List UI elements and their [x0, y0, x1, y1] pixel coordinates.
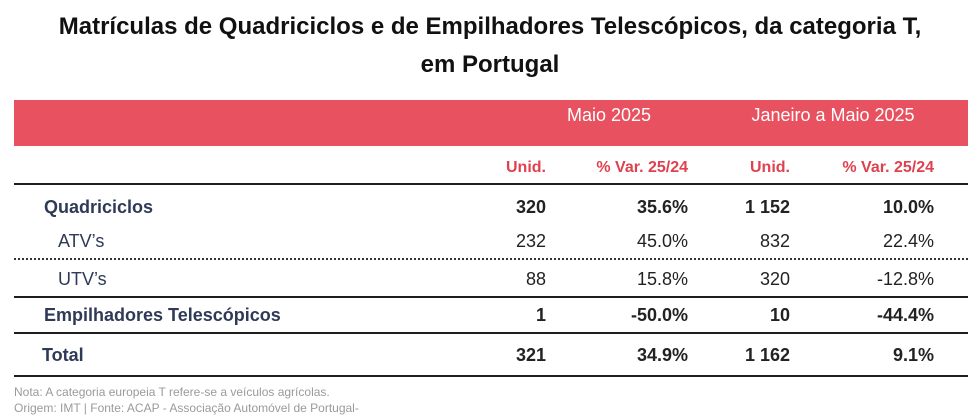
table-row-quadriciclos: Quadriciclos 320 35.6% 1 152 10.0%: [14, 190, 968, 224]
cell-unid-jan-maio: 320: [759, 269, 790, 289]
row-label: UTV’s: [58, 269, 107, 289]
cell-var-jan-maio: -12.8%: [876, 269, 934, 289]
footnote-origem: Origem: IMT | Fonte: ACAP - Associação A…: [14, 401, 359, 415]
cell-unid-jan-maio: 10: [769, 305, 790, 325]
cell-var-jan-maio: 9.1%: [892, 345, 934, 365]
table-bottom-rule: [14, 375, 968, 377]
row-divider: [14, 296, 968, 298]
header-group-jan-maio: Janeiro a Maio 2025: [751, 105, 915, 125]
total-divider: [14, 332, 968, 334]
header-divider: [14, 183, 968, 185]
cell-var-maio: 34.9%: [636, 345, 688, 365]
page-title: Matrículas de Quadriciclos e de Empilhad…: [0, 8, 980, 84]
subheader-unid-maio: Unid.: [506, 159, 546, 176]
cell-unid-jan-maio: 1 162: [744, 345, 790, 365]
cell-var-maio: 35.6%: [636, 197, 688, 217]
title-line-2: em Portugal: [420, 51, 560, 78]
cell-unid-maio: 1: [535, 305, 546, 325]
cell-var-jan-maio: -44.4%: [876, 305, 934, 325]
row-label: Quadriciclos: [44, 197, 154, 217]
subheader-var-jan-maio: % Var. 25/24: [842, 159, 934, 176]
cell-var-maio: 45.0%: [636, 231, 688, 251]
row-label: Empilhadores Telescópicos: [44, 305, 281, 325]
table-row-total: Total 321 34.9% 1 162 9.1%: [14, 338, 968, 372]
row-label: ATV’s: [58, 231, 105, 251]
cell-var-jan-maio: 22.4%: [882, 231, 934, 251]
cell-unid-maio: 232: [515, 231, 546, 251]
cell-var-jan-maio: 10.0%: [882, 197, 934, 217]
cell-unid-jan-maio: 1 152: [744, 197, 790, 217]
table-header-band: Maio 2025 Janeiro a Maio 2025: [14, 100, 968, 146]
row-divider-dotted: [14, 258, 968, 260]
cell-unid-jan-maio: 832: [759, 231, 790, 251]
cell-unid-maio: 320: [515, 197, 546, 217]
table-row-atv: ATV’s 232 45.0% 832 22.4%: [14, 224, 968, 258]
subheader-unid-jan-maio: Unid.: [750, 159, 790, 176]
cell-var-maio: 15.8%: [636, 269, 688, 289]
subheader-var-maio: % Var. 25/24: [596, 159, 688, 176]
title-line-1: Matrículas de Quadriciclos e de Empilhad…: [58, 13, 922, 40]
table-row-utv: UTV’s 88 15.8% 320 -12.8%: [14, 262, 968, 296]
footnote-nota: Nota: A categoria europeia T refere-se a…: [14, 385, 330, 399]
cell-unid-maio: 88: [525, 269, 546, 289]
header-group-maio: Maio 2025: [566, 105, 652, 125]
table-row-empilhadores: Empilhadores Telescópicos 1 -50.0% 10 -4…: [14, 298, 968, 332]
cell-var-maio: -50.0%: [630, 305, 688, 325]
cell-unid-maio: 321: [515, 345, 546, 365]
row-label: Total: [42, 345, 84, 365]
